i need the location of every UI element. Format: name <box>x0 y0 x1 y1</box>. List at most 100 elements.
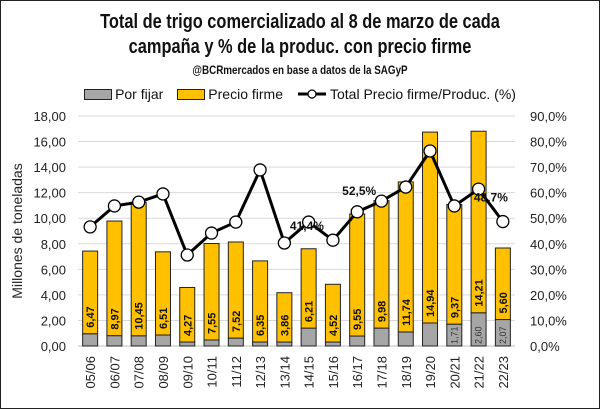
legend-item-por-fijar: Por fijar <box>84 86 163 102</box>
bar-por-fijar <box>276 341 293 347</box>
pct-line-point <box>83 220 97 234</box>
x-tick-label: 08/09 <box>156 356 171 389</box>
bar-por-fijar <box>203 339 220 347</box>
x-tick-label: 14/15 <box>302 356 317 389</box>
bar-precio-firme <box>154 251 171 336</box>
legend-swatch-por-fijar <box>84 88 113 100</box>
bar-por-fijar <box>130 335 147 347</box>
y2-tick-label: 20,0% <box>530 288 567 303</box>
pct-line-point <box>107 199 122 213</box>
y2-tick-label: 80,0% <box>530 135 567 150</box>
bar-precio-firme <box>324 283 341 343</box>
bar-label-precio-firme: 5,60 <box>498 292 510 313</box>
pct-line-point <box>399 180 413 194</box>
pct-line-point <box>374 194 389 208</box>
bar-por-fijar <box>252 341 269 347</box>
legend-item-total-pct: Total Precio firme/Produc. (%) <box>297 86 516 102</box>
bar-label-precio-firme: 6,21 <box>304 301 316 322</box>
y2-tick-label: 10,0% <box>530 313 567 328</box>
x-tick-label: 15/16 <box>326 356 341 389</box>
pct-line: 41,4% 52,5% 48,7% <box>83 144 510 262</box>
y-tick-label: 2,00 <box>41 313 66 328</box>
bar-por-fijar <box>82 333 99 347</box>
y-tick-label: 6,00 <box>41 262 66 277</box>
bar-label-precio-firme: 6,47 <box>85 306 97 327</box>
bar-label-precio-firme: 11,74 <box>401 298 413 326</box>
bar-label-precio-firme: 6,35 <box>255 315 267 336</box>
bar-por-fijar <box>324 341 341 347</box>
pct-line-point <box>447 199 461 213</box>
legend-item-precio-firme: Precio firme <box>177 86 283 102</box>
bar-por-fijar <box>300 327 317 347</box>
y-axis-title: Millones de toneladas <box>9 163 25 298</box>
pct-line-point <box>326 233 340 247</box>
bar-precio-firme <box>252 260 269 343</box>
bar-por-fijar <box>154 334 171 347</box>
pct-line-point <box>350 205 364 219</box>
bar-label-precio-firme: 4,27 <box>182 315 194 336</box>
bar-label-precio-firme: 6,51 <box>158 308 170 329</box>
bar-por-fijar <box>179 341 196 347</box>
y-tick-label: 10,00 <box>33 211 66 226</box>
x-tick-label: 07/08 <box>132 356 147 389</box>
gridlines <box>78 115 515 347</box>
bar-label-por-fijar: 2,60 <box>474 326 484 344</box>
legend-line-marker-icon <box>297 89 326 99</box>
y-axis-right: 0,0% 10,0% 20,0% 30,0% 40,0% 50,0% 60,0% 70,0% 8… <box>530 109 567 354</box>
x-tick-label: 09/10 <box>180 356 195 389</box>
pct-line-point <box>301 215 316 229</box>
pct-line-point <box>132 195 146 209</box>
bar-label-precio-firme: 9,98 <box>376 301 388 322</box>
y2-tick-label: 70,0% <box>530 160 567 175</box>
bar-precio-firme <box>203 243 220 341</box>
y-tick-label: 0,00 <box>41 339 66 354</box>
pct-line-point <box>156 187 170 201</box>
bar-por-fijar <box>227 337 244 347</box>
x-axis: 05/06 06/07 07/08 08/09 09/10 10/11 11/12 12/13… <box>83 356 511 389</box>
y-tick-label: 8,00 <box>41 237 66 252</box>
bar-por-fijar <box>349 335 366 347</box>
chart-title-line1: Total de trigo comercializado al 8 de ma… <box>100 11 500 33</box>
x-tick-label: 19/20 <box>423 356 438 389</box>
y-tick-label: 12,00 <box>33 186 66 201</box>
bar-label-precio-firme: 10,45 <box>134 302 146 330</box>
bars <box>82 130 511 347</box>
x-tick-label: 10/11 <box>205 356 220 388</box>
bar-label-precio-firme: 7,55 <box>207 313 219 334</box>
bar-precio-firme <box>300 248 317 329</box>
bar-label-precio-firme: 9,55 <box>352 309 364 330</box>
y2-tick-label: 60,0% <box>530 186 567 201</box>
bar-precio-firme <box>276 292 293 343</box>
pct-line-point <box>277 236 292 250</box>
pct-line-point <box>180 248 194 262</box>
bar-labels: 6,47 8,97 10,45 6,51 4,27 7,55 7,52 6,35 3,86 6,2… <box>85 279 510 344</box>
pct-line-point <box>496 214 510 229</box>
y-tick-label: 16,00 <box>33 135 66 150</box>
bar-por-fijar <box>106 335 123 347</box>
bar-label-precio-firme: 14,94 <box>425 289 437 317</box>
bar-precio-firme <box>179 286 196 343</box>
legend-swatch-precio-firme <box>177 88 206 100</box>
x-tick-label: 16/17 <box>350 356 365 389</box>
bar-precio-firme <box>494 247 511 321</box>
x-tick-label: 17/18 <box>374 356 389 389</box>
x-tick-label: 13/14 <box>277 356 292 389</box>
bar-label-precio-firme: 4,52 <box>328 315 340 336</box>
bar-precio-firme <box>227 241 244 339</box>
y2-tick-label: 0,0% <box>530 339 560 354</box>
bar-precio-firme <box>470 130 487 314</box>
bar-label-por-fijar: 1,71 <box>449 326 459 344</box>
y2-tick-label: 40,0% <box>530 237 567 252</box>
pct-line-point <box>253 163 267 177</box>
x-tick-label: 21/22 <box>472 356 487 389</box>
pct-line-point <box>229 215 243 229</box>
pct-data-label: 41,4% <box>290 219 324 233</box>
y-tick-label: 14,00 <box>33 160 66 175</box>
y-tick-label: 18,00 <box>33 109 66 124</box>
pct-line-point <box>471 182 486 196</box>
chart-title-line2: campaña y % de la produc. con precio fir… <box>128 36 472 58</box>
legend: Por fijar Precio firme Total Precio firm… <box>0 85 600 103</box>
x-tick-label: 11/12 <box>229 356 244 388</box>
y-tick-label: 4,00 <box>41 288 66 303</box>
